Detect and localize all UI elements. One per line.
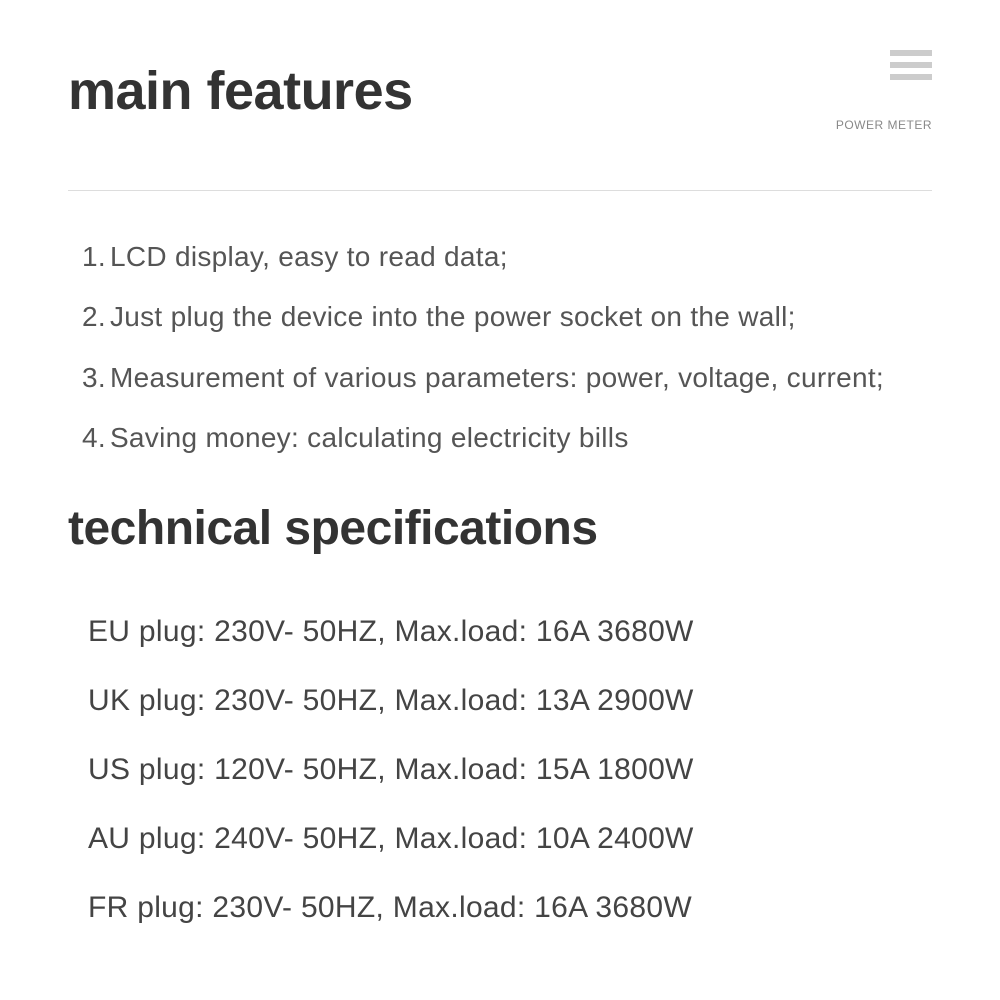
header-row: main features POWER METER (68, 60, 932, 132)
specs-list: EU plug: 230V- 50HZ, Max.load: 16A 3680W… (68, 612, 932, 927)
features-list: 1.LCD display, easy to read data; 2.Just… (68, 239, 932, 457)
specs-title: technical specifications (68, 501, 932, 556)
list-item: FR plug: 230V- 50HZ, Max.load: 16A 3680W (88, 888, 932, 927)
divider (68, 190, 932, 191)
feature-text: LCD display, easy to read data; (110, 241, 508, 272)
feature-number: 1. (82, 241, 106, 272)
feature-text: Measurement of various parameters: power… (110, 362, 884, 393)
list-item: US plug: 120V- 50HZ, Max.load: 15A 1800W (88, 750, 932, 789)
list-item: AU plug: 240V- 50HZ, Max.load: 10A 2400W (88, 819, 932, 858)
header-subtitle: POWER METER (836, 118, 932, 132)
page-container: main features POWER METER 1.LCD display,… (0, 0, 1000, 997)
feature-text: Saving money: calculating electricity bi… (110, 422, 629, 453)
list-item: 1.LCD display, easy to read data; (82, 239, 932, 275)
list-item: 2.Just plug the device into the power so… (82, 299, 932, 335)
menu-icon[interactable] (890, 50, 932, 80)
feature-number: 3. (82, 362, 106, 393)
list-item: 4.Saving money: calculating electricity … (82, 420, 932, 456)
list-item: 3.Measurement of various parameters: pow… (82, 360, 932, 396)
list-item: EU plug: 230V- 50HZ, Max.load: 16A 3680W (88, 612, 932, 651)
main-features-title: main features (68, 60, 413, 122)
header-right: POWER METER (836, 50, 932, 132)
feature-number: 2. (82, 301, 106, 332)
list-item: UK plug: 230V- 50HZ, Max.load: 13A 2900W (88, 681, 932, 720)
feature-text: Just plug the device into the power sock… (110, 301, 796, 332)
feature-number: 4. (82, 422, 106, 453)
